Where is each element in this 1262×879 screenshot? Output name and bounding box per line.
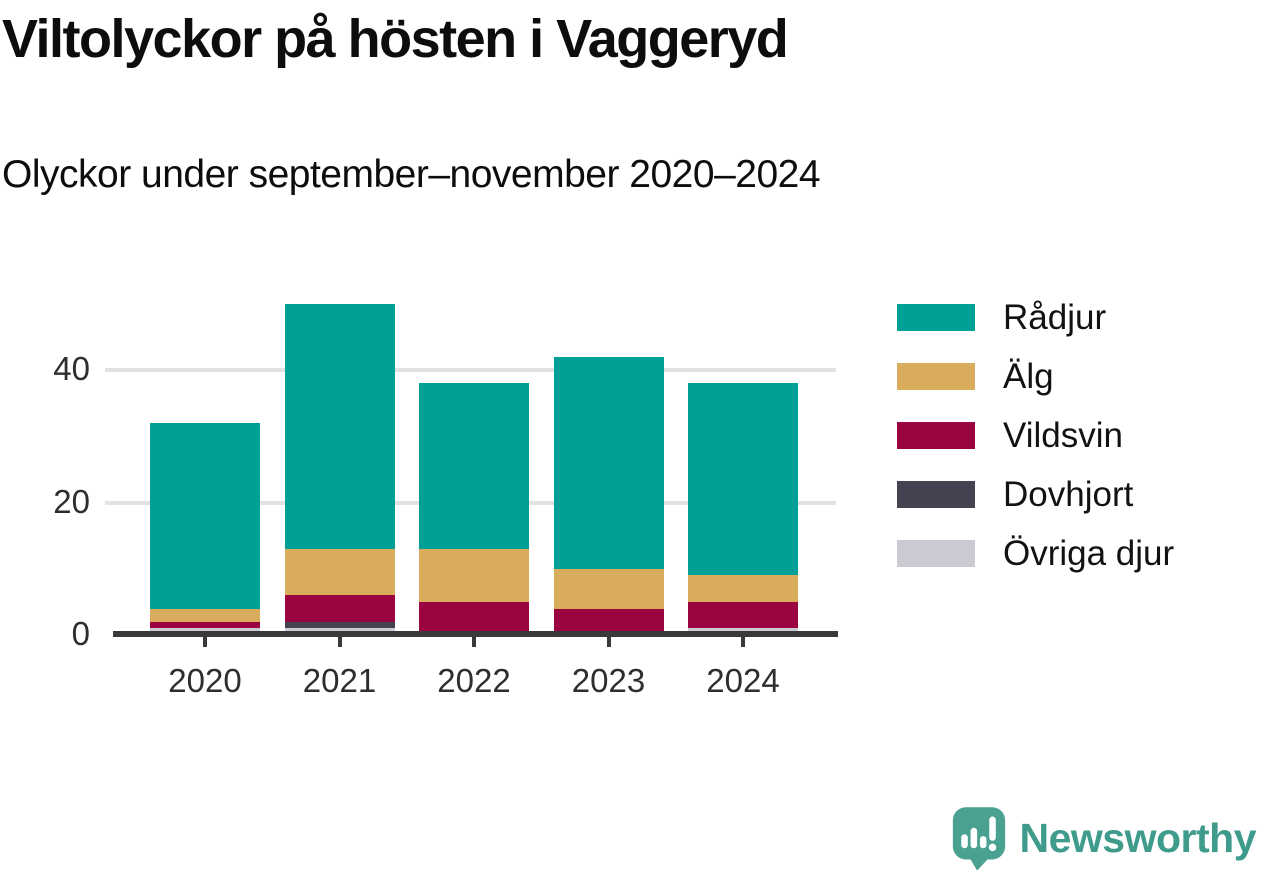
bar-segment-2020-Älg [150,608,260,622]
chart-subtitle: Olyckor under september–november 2020–20… [2,153,821,196]
chart-legend: Rådjur Älg Vildsvin Dovhjort Övriga djur [897,298,1174,596]
bar-segment-2024-Rådjur [688,383,798,576]
bar-segment-2020-Rådjur [150,423,260,609]
bar-segment-2023-Vildsvin [553,608,664,635]
legend-swatch [897,363,975,390]
x-axis-tick [741,633,745,647]
chart-title: Viltolyckor på hösten i Vaggeryd [2,9,789,69]
x-axis-tick-label: 2020 [168,662,242,699]
y-axis-tick-label: 0 [71,615,90,652]
legend-item-Vildsvin: Vildsvin [897,416,1174,455]
bar-segment-2022-Vildsvin [419,601,529,635]
legend-label: Vildsvin [1003,415,1123,455]
bar-segment-2024-Vildsvin [688,601,798,629]
bar-segment-2021-Rådjur [284,303,395,549]
legend-item-Övriga djur: Övriga djur [897,534,1174,573]
x-axis-line [113,631,838,637]
x-axis-tick-label: 2024 [706,662,780,699]
legend-label: Älg [1003,356,1054,396]
legend-swatch [897,304,975,331]
legend-swatch [897,540,975,567]
legend-item-Älg: Älg [897,357,1174,396]
bar-segment-2022-Rådjur [419,383,529,549]
legend-label: Övriga djur [1003,533,1175,573]
x-axis-tick [203,633,207,647]
bar-segment-2023-Rådjur [553,356,664,569]
x-axis-tick-label: 2022 [437,662,511,699]
newsworthy-logo-text: Newsworthy [1019,814,1257,861]
legend-label: Dovhjort [1003,474,1134,514]
bar-segment-2021-Vildsvin [284,595,395,622]
bar-segment-2021-Dovhjort [284,621,395,629]
legend-item-Dovhjort: Dovhjort [897,475,1174,514]
bar-segment-2021-Älg [284,548,395,596]
y-axis-tick-label: 20 [53,482,90,520]
legend-item-Rådjur: Rådjur [897,298,1174,337]
bar-segment-2024-Älg [688,575,798,602]
newsworthy-logo: Newsworthy [951,805,1257,871]
x-axis-tick [472,633,476,647]
legend-label: Rådjur [1003,297,1107,337]
x-axis-tick-label: 2021 [302,662,377,699]
bar-segment-2022-Älg [419,548,529,602]
bar-segment-2020-Vildsvin [150,621,260,629]
bar-segment-2023-Älg [553,568,664,609]
y-axis-tick-label: 40 [53,350,90,387]
legend-swatch [897,481,975,508]
gridline-y40 [105,368,836,372]
newsworthy-logo-icon [952,807,1005,871]
x-axis-tick [606,633,611,647]
legend-swatch [897,422,975,449]
x-axis-tick-label: 2023 [571,662,646,699]
x-axis-tick [337,633,342,647]
